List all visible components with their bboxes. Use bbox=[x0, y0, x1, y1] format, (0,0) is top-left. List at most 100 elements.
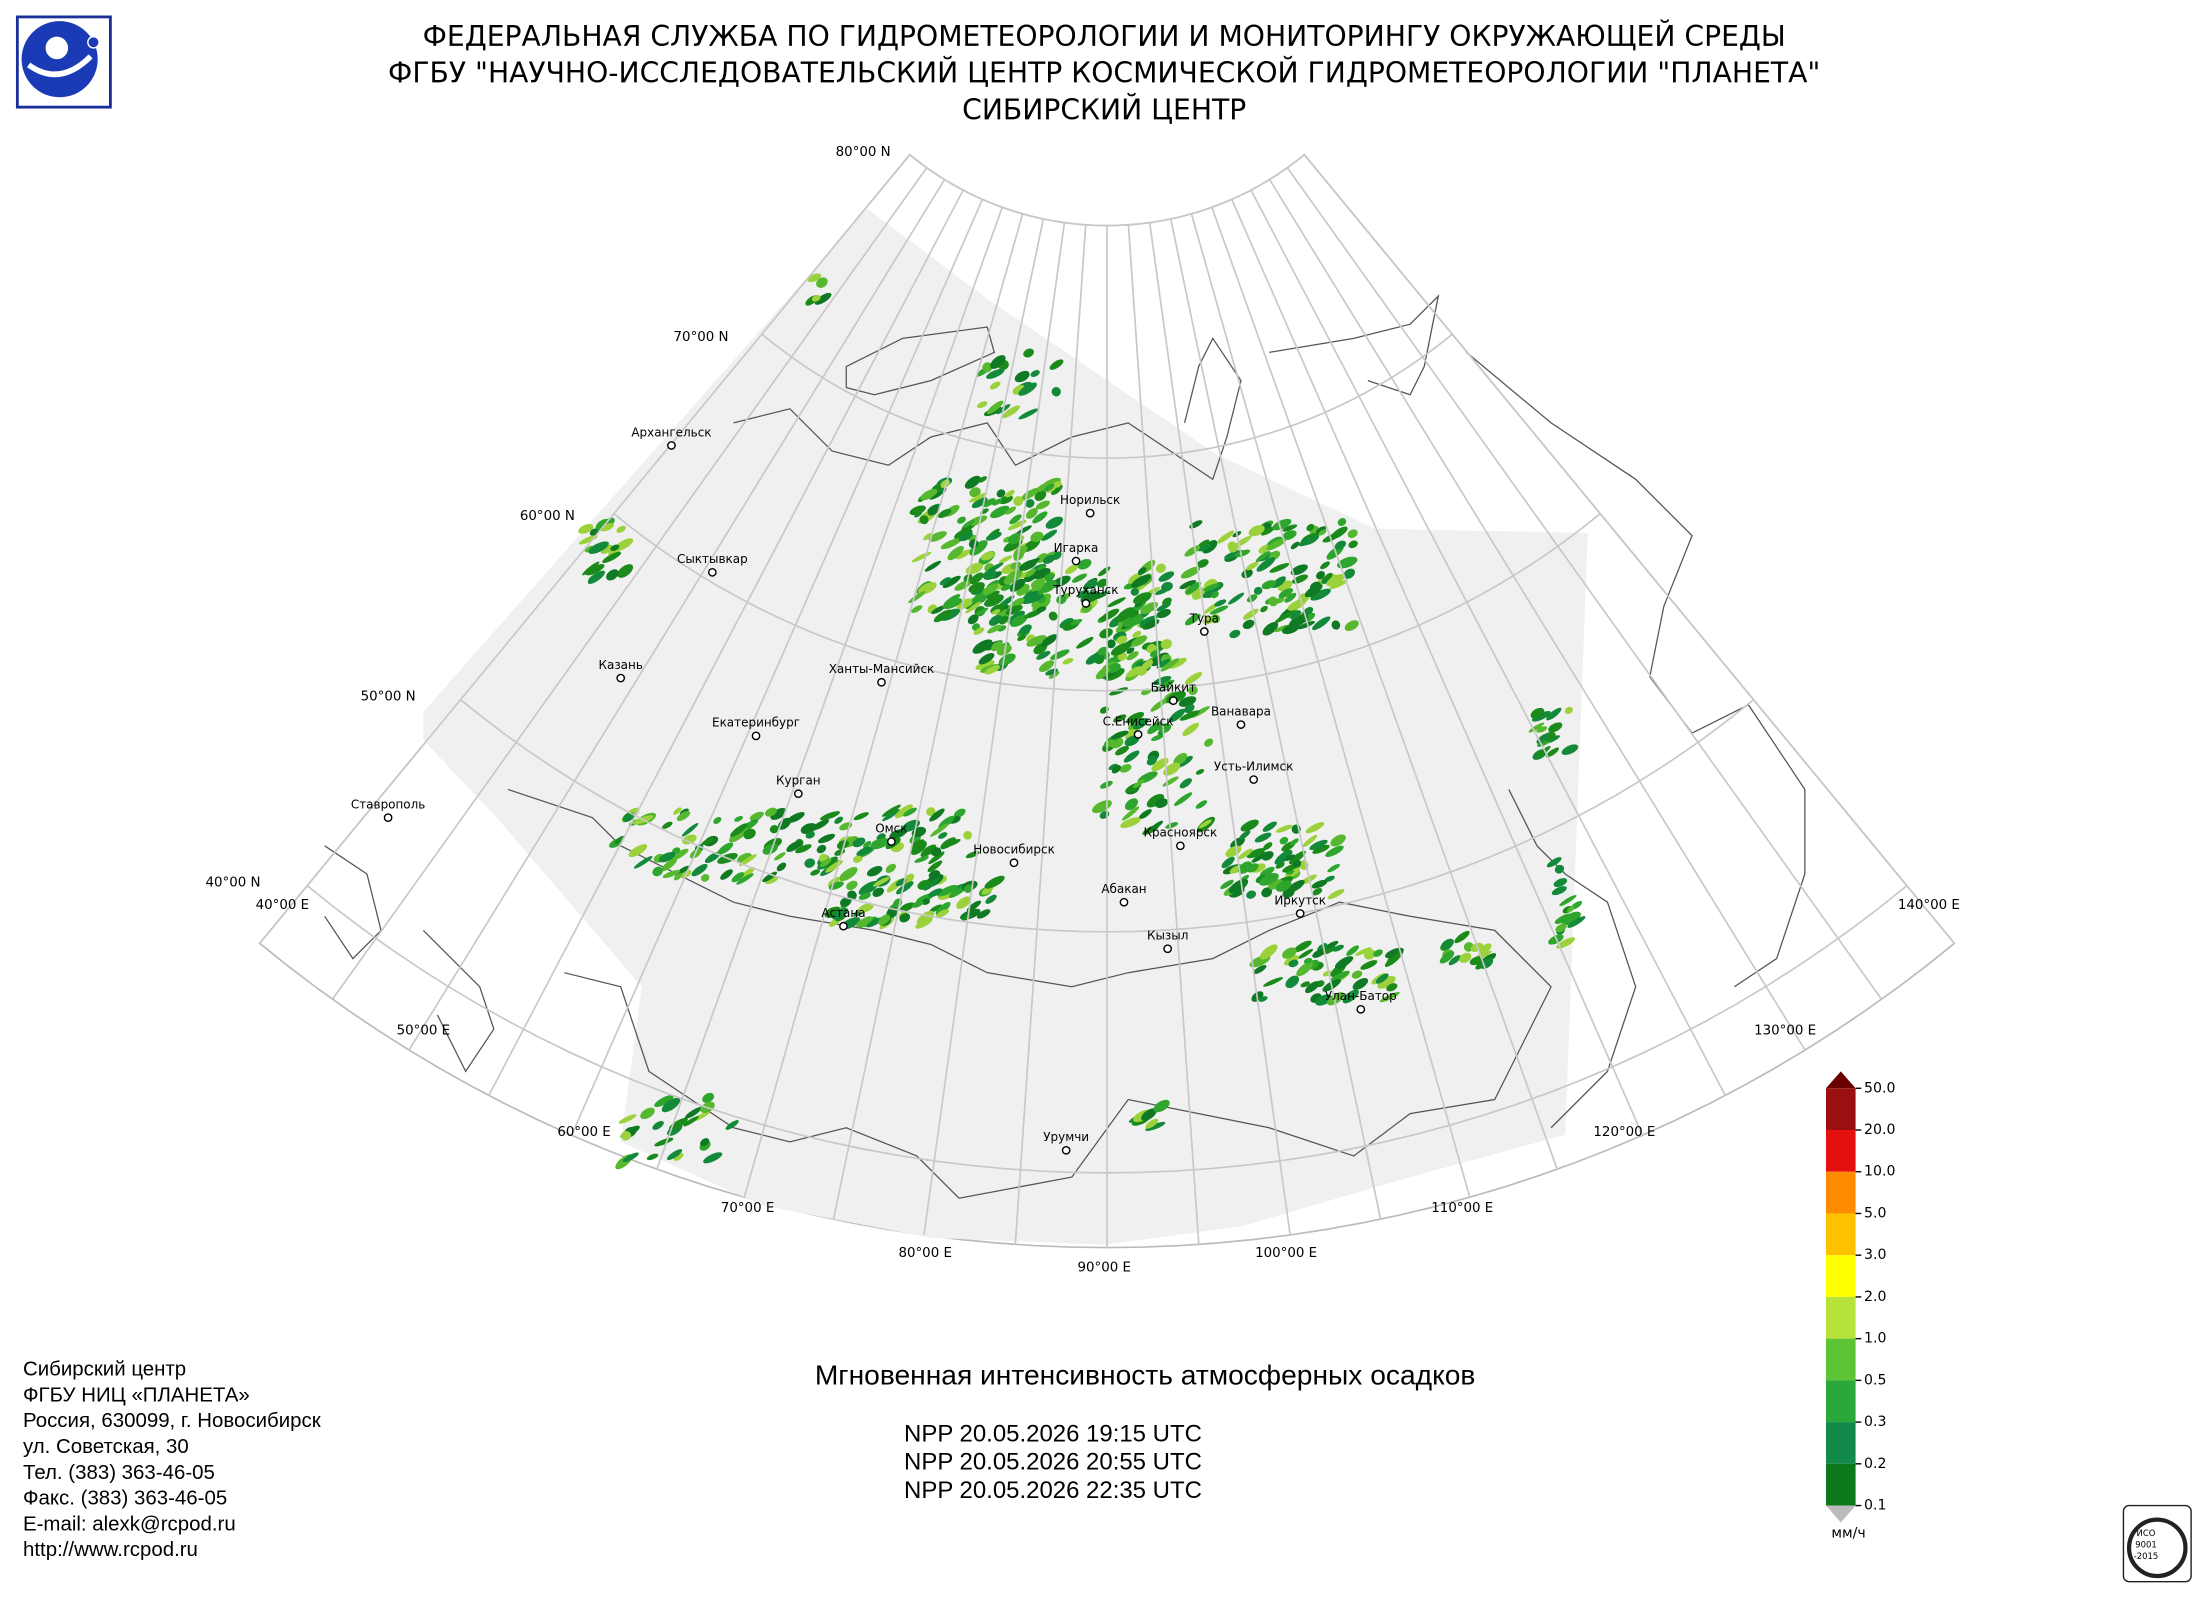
rain-cell bbox=[1130, 587, 1140, 596]
rain-cell bbox=[1184, 672, 1203, 685]
rain-cell bbox=[1124, 735, 1140, 747]
rain-cell bbox=[990, 505, 1010, 519]
rain-cell bbox=[1155, 798, 1168, 808]
rain-cell bbox=[819, 811, 841, 821]
rain-cell bbox=[1195, 800, 1208, 809]
rain-cell bbox=[996, 489, 1006, 498]
longitude-label: 80°00 E bbox=[898, 1246, 951, 1261]
rain-cell bbox=[983, 498, 996, 508]
rain-cell bbox=[1535, 745, 1551, 759]
meridian bbox=[1303, 154, 1956, 944]
rain-cell bbox=[673, 807, 682, 815]
rain-cell bbox=[739, 854, 757, 867]
rain-cell bbox=[749, 811, 764, 821]
city-label: Норильск bbox=[1060, 493, 1120, 507]
rain-cell bbox=[978, 653, 995, 665]
badge-ring bbox=[2126, 1517, 2188, 1579]
rain-cell bbox=[836, 840, 850, 850]
meridian bbox=[923, 222, 1066, 1236]
rain-cell bbox=[616, 525, 626, 533]
rain-cell bbox=[816, 844, 827, 854]
rain-cell bbox=[984, 594, 1004, 607]
rain-cell bbox=[1566, 905, 1575, 913]
city-dot bbox=[1009, 858, 1019, 868]
rain-cell bbox=[1348, 540, 1358, 549]
rain-cell bbox=[1298, 535, 1320, 547]
rain-cell bbox=[911, 900, 924, 908]
legend-swatch bbox=[1825, 1463, 1856, 1506]
latitude-label: 70°00 N bbox=[674, 330, 729, 345]
legend-label: 2.0 bbox=[1864, 1289, 1886, 1305]
rain-cell bbox=[1302, 834, 1318, 848]
legend-label: 50.0 bbox=[1864, 1080, 1895, 1096]
rain-cell bbox=[986, 400, 1004, 415]
rain-cell bbox=[987, 624, 1002, 634]
city-dot bbox=[1081, 598, 1091, 608]
address-line: ФГБУ НИЦ «ПЛАНЕТА» bbox=[23, 1383, 250, 1406]
city-label: Иркутск bbox=[1274, 893, 1326, 907]
rain-cell bbox=[1545, 747, 1559, 758]
meridian bbox=[1268, 179, 1806, 1051]
rain-cell bbox=[1126, 711, 1145, 724]
rain-cell bbox=[1344, 620, 1359, 631]
rain-cell bbox=[1478, 943, 1492, 955]
rain-cell bbox=[1038, 660, 1055, 673]
rain-cell bbox=[1246, 890, 1257, 899]
rain-cell bbox=[720, 869, 733, 880]
city-dot bbox=[1085, 508, 1095, 518]
rain-cell bbox=[1111, 764, 1122, 774]
rain-cell bbox=[1360, 960, 1378, 970]
legend-swatch bbox=[1825, 1296, 1856, 1339]
rain-cell bbox=[1384, 952, 1402, 967]
rain-cell bbox=[1228, 878, 1249, 894]
rain-cell bbox=[1305, 981, 1320, 994]
rain-cell bbox=[942, 598, 963, 610]
legend: 50.0 20.0 10.0 5.0 3.0 2.0 1.0 0.5 0.3 0.2 0.1 мм/ч bbox=[1825, 1071, 1895, 1542]
rain-cell bbox=[1046, 486, 1057, 493]
header-line: СИБИРСКИЙ ЦЕНТР bbox=[962, 92, 1246, 126]
legend-label: 0.5 bbox=[1864, 1372, 1886, 1388]
legend-label: 20.0 bbox=[1864, 1122, 1895, 1138]
rain-cell bbox=[725, 1120, 739, 1130]
rain-cell bbox=[936, 884, 958, 897]
rain-cell bbox=[646, 1153, 659, 1161]
city-label: Курган bbox=[776, 773, 821, 787]
longitude-label: 50°00 E bbox=[397, 1023, 450, 1038]
rain-cell bbox=[1221, 856, 1235, 869]
rain-cell bbox=[834, 816, 844, 824]
rain-cell bbox=[1025, 568, 1036, 578]
rain-cell bbox=[1325, 845, 1344, 858]
rain-cell bbox=[953, 808, 966, 818]
rain-cell bbox=[1262, 821, 1277, 832]
rain-cell bbox=[965, 601, 982, 614]
rain-cell bbox=[672, 847, 681, 855]
logo-globe bbox=[21, 21, 98, 98]
rain-cell bbox=[1145, 1121, 1166, 1131]
legend-swatch bbox=[1825, 1422, 1856, 1464]
rain-cell bbox=[1238, 830, 1251, 840]
rain-cell bbox=[736, 873, 754, 885]
rain-cell bbox=[654, 1095, 674, 1108]
rain-cell bbox=[972, 639, 993, 654]
rain-cell bbox=[1099, 628, 1113, 639]
rain-cell bbox=[964, 475, 981, 489]
rain-cell bbox=[1209, 605, 1229, 615]
rain-cell bbox=[700, 1138, 710, 1147]
rain-cell bbox=[846, 880, 858, 890]
rain-cell bbox=[1113, 714, 1127, 723]
rain-cell bbox=[1008, 533, 1022, 545]
rain-cell bbox=[1561, 911, 1581, 926]
city-dot bbox=[1249, 775, 1259, 784]
rain-cell bbox=[1337, 518, 1347, 526]
rain-cell bbox=[985, 531, 1002, 541]
rain-cell bbox=[929, 492, 943, 500]
rain-cell bbox=[1238, 861, 1252, 874]
rain-cell bbox=[1132, 718, 1149, 730]
rain-cell bbox=[1146, 793, 1165, 808]
rain-cell bbox=[1026, 590, 1039, 599]
city-dot bbox=[839, 921, 848, 931]
rain-cell bbox=[998, 555, 1013, 564]
rain-cell bbox=[919, 515, 929, 525]
rain-cell bbox=[916, 910, 935, 926]
